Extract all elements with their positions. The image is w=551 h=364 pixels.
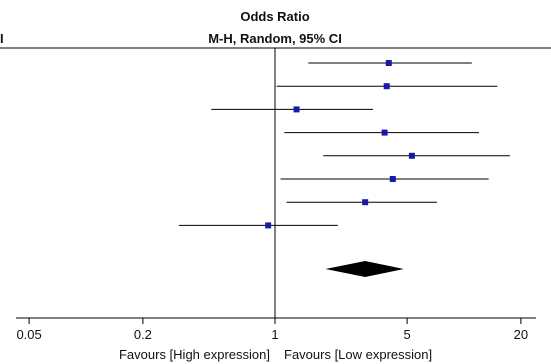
header-title: Odds Ratio	[240, 9, 309, 24]
header-clipped-left-label: I	[0, 31, 4, 46]
header-subtitle: M-H, Random, 95% CI	[208, 31, 342, 46]
study-row	[280, 176, 489, 182]
x-axis-ticks: 0.05 0.2 1 5 20	[16, 318, 528, 342]
study-estimate-marker	[385, 60, 392, 66]
study-estimate-marker	[293, 106, 300, 113]
study-rows	[178, 60, 510, 229]
study-row	[276, 83, 498, 90]
study-estimate-marker	[383, 83, 390, 90]
study-estimate-marker	[381, 129, 388, 136]
x-tick-label: 1	[271, 327, 278, 342]
x-tick-label: 5	[403, 327, 410, 342]
x-tick-label: 0.05	[16, 327, 41, 342]
favours-left-label: Favours [High expression]	[119, 347, 270, 362]
study-estimate-marker	[362, 199, 369, 206]
pooled-diamond	[325, 261, 404, 277]
study-row	[211, 106, 373, 113]
favours-right-label: Favours [Low expression]	[284, 347, 432, 362]
study-estimate-marker	[389, 176, 396, 182]
study-row	[308, 60, 472, 66]
study-estimate-marker	[265, 222, 272, 229]
study-row	[286, 199, 438, 206]
study-row	[284, 129, 479, 136]
x-tick-label: 20	[514, 327, 528, 342]
study-row	[323, 152, 510, 159]
study-row	[178, 222, 338, 229]
x-tick-label: 0.2	[134, 327, 152, 342]
study-estimate-marker	[408, 152, 415, 159]
pooled-estimate	[325, 261, 404, 277]
